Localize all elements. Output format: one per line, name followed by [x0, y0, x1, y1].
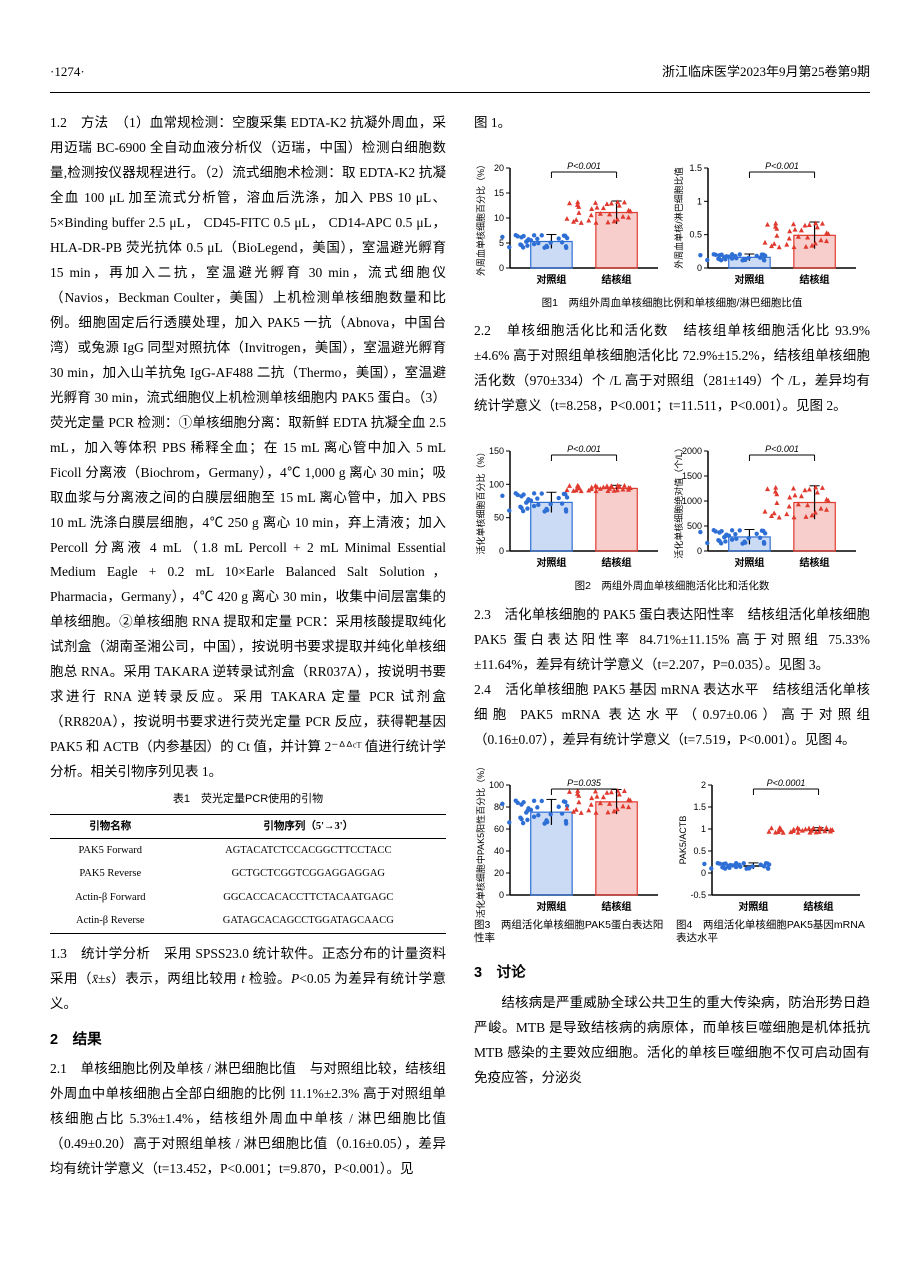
header-rule	[50, 92, 870, 93]
stats-paragraph: 1.3 统计学分析 采用 SPSS23.0 统计软件。正态分布的计量资料采用（x…	[50, 942, 446, 1017]
svg-text:活化单核细胞中PAK5阳性百分比（%）: 活化单核细胞中PAK5阳性百分比（%）	[475, 761, 486, 917]
fig2b-chart: 0 500 1000 1500 2000活化单核细胞绝对值（个/L） 对照组 结核组 P<0.…	[672, 425, 862, 575]
th-name: 引物名称	[50, 814, 171, 838]
svg-text:1.5: 1.5	[689, 163, 702, 173]
page-header: ·1274· 浙江临床医学2023年9月第25卷第9期	[50, 60, 870, 84]
figure-2: 0 50 100 150活化单核细胞百分比（%） 对照组 结核组 P<0.001 0 500 1…	[474, 425, 870, 575]
svg-text:15: 15	[494, 188, 504, 198]
svg-text:对照组: 对照组	[734, 273, 764, 286]
svg-text:结核组: 结核组	[804, 900, 834, 913]
svg-text:2: 2	[701, 780, 706, 790]
svg-text:1.5: 1.5	[693, 802, 706, 812]
fig4-caption: 图4 两组活化单核细胞PAK5基因mRNA表达水平	[676, 919, 870, 946]
section-results: 2 结果	[50, 1027, 446, 1054]
svg-text:100: 100	[489, 780, 504, 790]
figure-1: 0 5 10 15 20 外周血单核细胞百分比（%） 对照组 结核组 P<0.001 0 0.5 1…	[474, 142, 870, 292]
svg-text:结核组: 结核组	[800, 273, 830, 286]
result-2-2: 2.2 单核细胞活化比和活化数 结核组单核细胞活化比 93.9%±4.6% 高于…	[474, 319, 870, 419]
svg-text:PAK5/ACTB: PAK5/ACTB	[678, 815, 688, 864]
table1-title: 表1 荧光定量PCR使用的引物	[50, 789, 446, 809]
svg-text:-0.5: -0.5	[690, 890, 706, 900]
svg-text:P<0.001: P<0.001	[567, 444, 601, 454]
svg-text:150: 150	[489, 446, 504, 456]
page-number: ·1274·	[50, 60, 85, 84]
fig1a-chart: 0 5 10 15 20 外周血单核细胞百分比（%） 对照组 结核组 P<0.001	[474, 142, 664, 292]
svg-text:0: 0	[697, 546, 702, 556]
fig4-chart: -0.5 0 0.5 1 1.5 2 PAK5/ACTB 对照组 结核组 P<0.0001	[676, 759, 870, 919]
svg-text:P<0.001: P<0.001	[567, 161, 601, 171]
section-discussion: 3 讨论	[474, 960, 870, 987]
fig1-caption: 图1 两组外周血单核细胞比例和单核细胞/淋巴细胞比值	[474, 294, 870, 313]
svg-text:0: 0	[697, 263, 702, 273]
fig3-caption: 图3 两组活化单核细胞PAK5蛋白表达阳性率	[474, 919, 668, 946]
svg-text:0: 0	[499, 890, 504, 900]
result-2-3: 2.3 活化单核细胞的 PAK5 蛋白表达阳性率 结核组活化单核细胞 PAK5 …	[474, 603, 870, 678]
svg-text:60: 60	[494, 824, 504, 834]
svg-text:0.5: 0.5	[689, 230, 702, 240]
svg-text:5: 5	[499, 238, 504, 248]
svg-text:结核组: 结核组	[602, 900, 632, 913]
svg-text:40: 40	[494, 846, 504, 856]
svg-text:对照组: 对照组	[734, 556, 764, 569]
svg-text:P=0.035: P=0.035	[567, 778, 602, 788]
svg-text:P<0.001: P<0.001	[765, 444, 799, 454]
svg-text:1: 1	[701, 824, 706, 834]
svg-text:对照组: 对照组	[536, 273, 566, 286]
fig2a-chart: 0 50 100 150活化单核细胞百分比（%） 对照组 结核组 P<0.001	[474, 425, 664, 575]
right-column: 图 1。 0 5 10 15 20 外周血单核细胞百分比（%） 对照组 结核组 P<0.001 …	[474, 111, 870, 1182]
svg-text:对照组: 对照组	[738, 900, 768, 913]
svg-text:P<0.0001: P<0.0001	[767, 778, 806, 788]
svg-text:2000: 2000	[682, 446, 702, 456]
svg-text:50: 50	[494, 513, 504, 523]
result-2-1: 2.1 单核细胞比例及单核 / 淋巴细胞比值 与对照组比较，结核组外周血中单核细…	[50, 1057, 446, 1182]
svg-text:活化单核细胞绝对值（个/L）: 活化单核细胞绝对值（个/L）	[673, 444, 684, 560]
primer-table: 引物名称 引物序列（5'→3'） PAK5 ForwardAGTACATCTCC…	[50, 814, 446, 934]
svg-text:结核组: 结核组	[602, 273, 632, 286]
fig1b-chart: 0 0.5 1 1.5 外周血单核/淋巴细胞比值对照组 结核组 P<0.001	[672, 142, 862, 292]
discussion-p1: 结核病是严重威胁全球公共卫生的重大传染病，防治形势日趋严峻。MTB 是导致结核病…	[474, 991, 870, 1091]
svg-text:活化单核细胞百分比（%）: 活化单核细胞百分比（%）	[475, 448, 486, 555]
svg-text:外周血单核细胞百分比（%）: 外周血单核细胞百分比（%）	[475, 160, 486, 276]
svg-text:结核组: 结核组	[602, 556, 632, 569]
svg-text:20: 20	[494, 163, 504, 173]
fig1-ref: 图 1。	[474, 111, 870, 136]
svg-text:500: 500	[687, 521, 702, 531]
fig2-caption: 图2 两组外周血单核细胞活化比和活化数	[474, 577, 870, 596]
svg-text:0: 0	[499, 546, 504, 556]
svg-text:0.5: 0.5	[693, 846, 706, 856]
result-2-4: 2.4 活化单核细胞 PAK5 基因 mRNA 表达水平 结核组活化单核细胞 P…	[474, 678, 870, 753]
svg-text:1: 1	[697, 196, 702, 206]
svg-text:0: 0	[499, 263, 504, 273]
svg-text:对照组: 对照组	[536, 556, 566, 569]
figure-3-4: 020406080100活化单核细胞中PAK5阳性百分比（%）对照组结核组P=0…	[474, 759, 870, 950]
svg-text:结核组: 结核组	[800, 556, 830, 569]
methods-paragraph: 1.2 方法 （1）血常规检测：空腹采集 EDTA-K2 抗凝外周血，采用迈瑞 …	[50, 111, 446, 785]
svg-text:0: 0	[701, 868, 706, 878]
fig3-chart: 020406080100活化单核细胞中PAK5阳性百分比（%）对照组结核组P=0…	[474, 759, 668, 919]
svg-text:外周血单核/淋巴细胞比值: 外周血单核/淋巴细胞比值	[673, 167, 684, 269]
svg-text:1000: 1000	[682, 496, 702, 506]
svg-text:10: 10	[494, 213, 504, 223]
svg-text:1500: 1500	[682, 471, 702, 481]
th-seq: 引物序列（5'→3'）	[171, 814, 446, 838]
journal-info: 浙江临床医学2023年9月第25卷第9期	[662, 60, 870, 84]
svg-text:P<0.001: P<0.001	[765, 161, 799, 171]
svg-text:对照组: 对照组	[536, 900, 566, 913]
svg-text:100: 100	[489, 480, 504, 490]
left-column: 1.2 方法 （1）血常规检测：空腹采集 EDTA-K2 抗凝外周血，采用迈瑞 …	[50, 111, 446, 1182]
svg-text:20: 20	[494, 868, 504, 878]
